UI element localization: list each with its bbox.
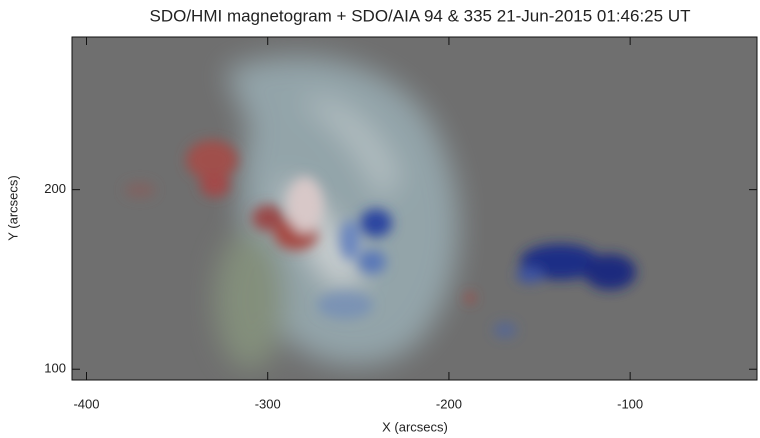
x-tick-label: -400 [73, 396, 99, 411]
x-tick-label: -100 [617, 396, 643, 411]
y-tick-label: 100 [44, 361, 66, 376]
y-tick-label: 200 [44, 181, 66, 196]
x-axis-label: X (arcsecs) [382, 419, 448, 434]
x-tick-label: -300 [255, 396, 281, 411]
chart-title: SDO/HMI magnetogram + SDO/AIA 94 & 335 2… [150, 6, 691, 25]
x-tick-label: -200 [436, 396, 462, 411]
solar-image [72, 37, 757, 380]
chart: SDO/HMI magnetogram + SDO/AIA 94 & 335 2… [0, 0, 760, 438]
y-axis-label: Y (arcsecs) [5, 175, 20, 241]
